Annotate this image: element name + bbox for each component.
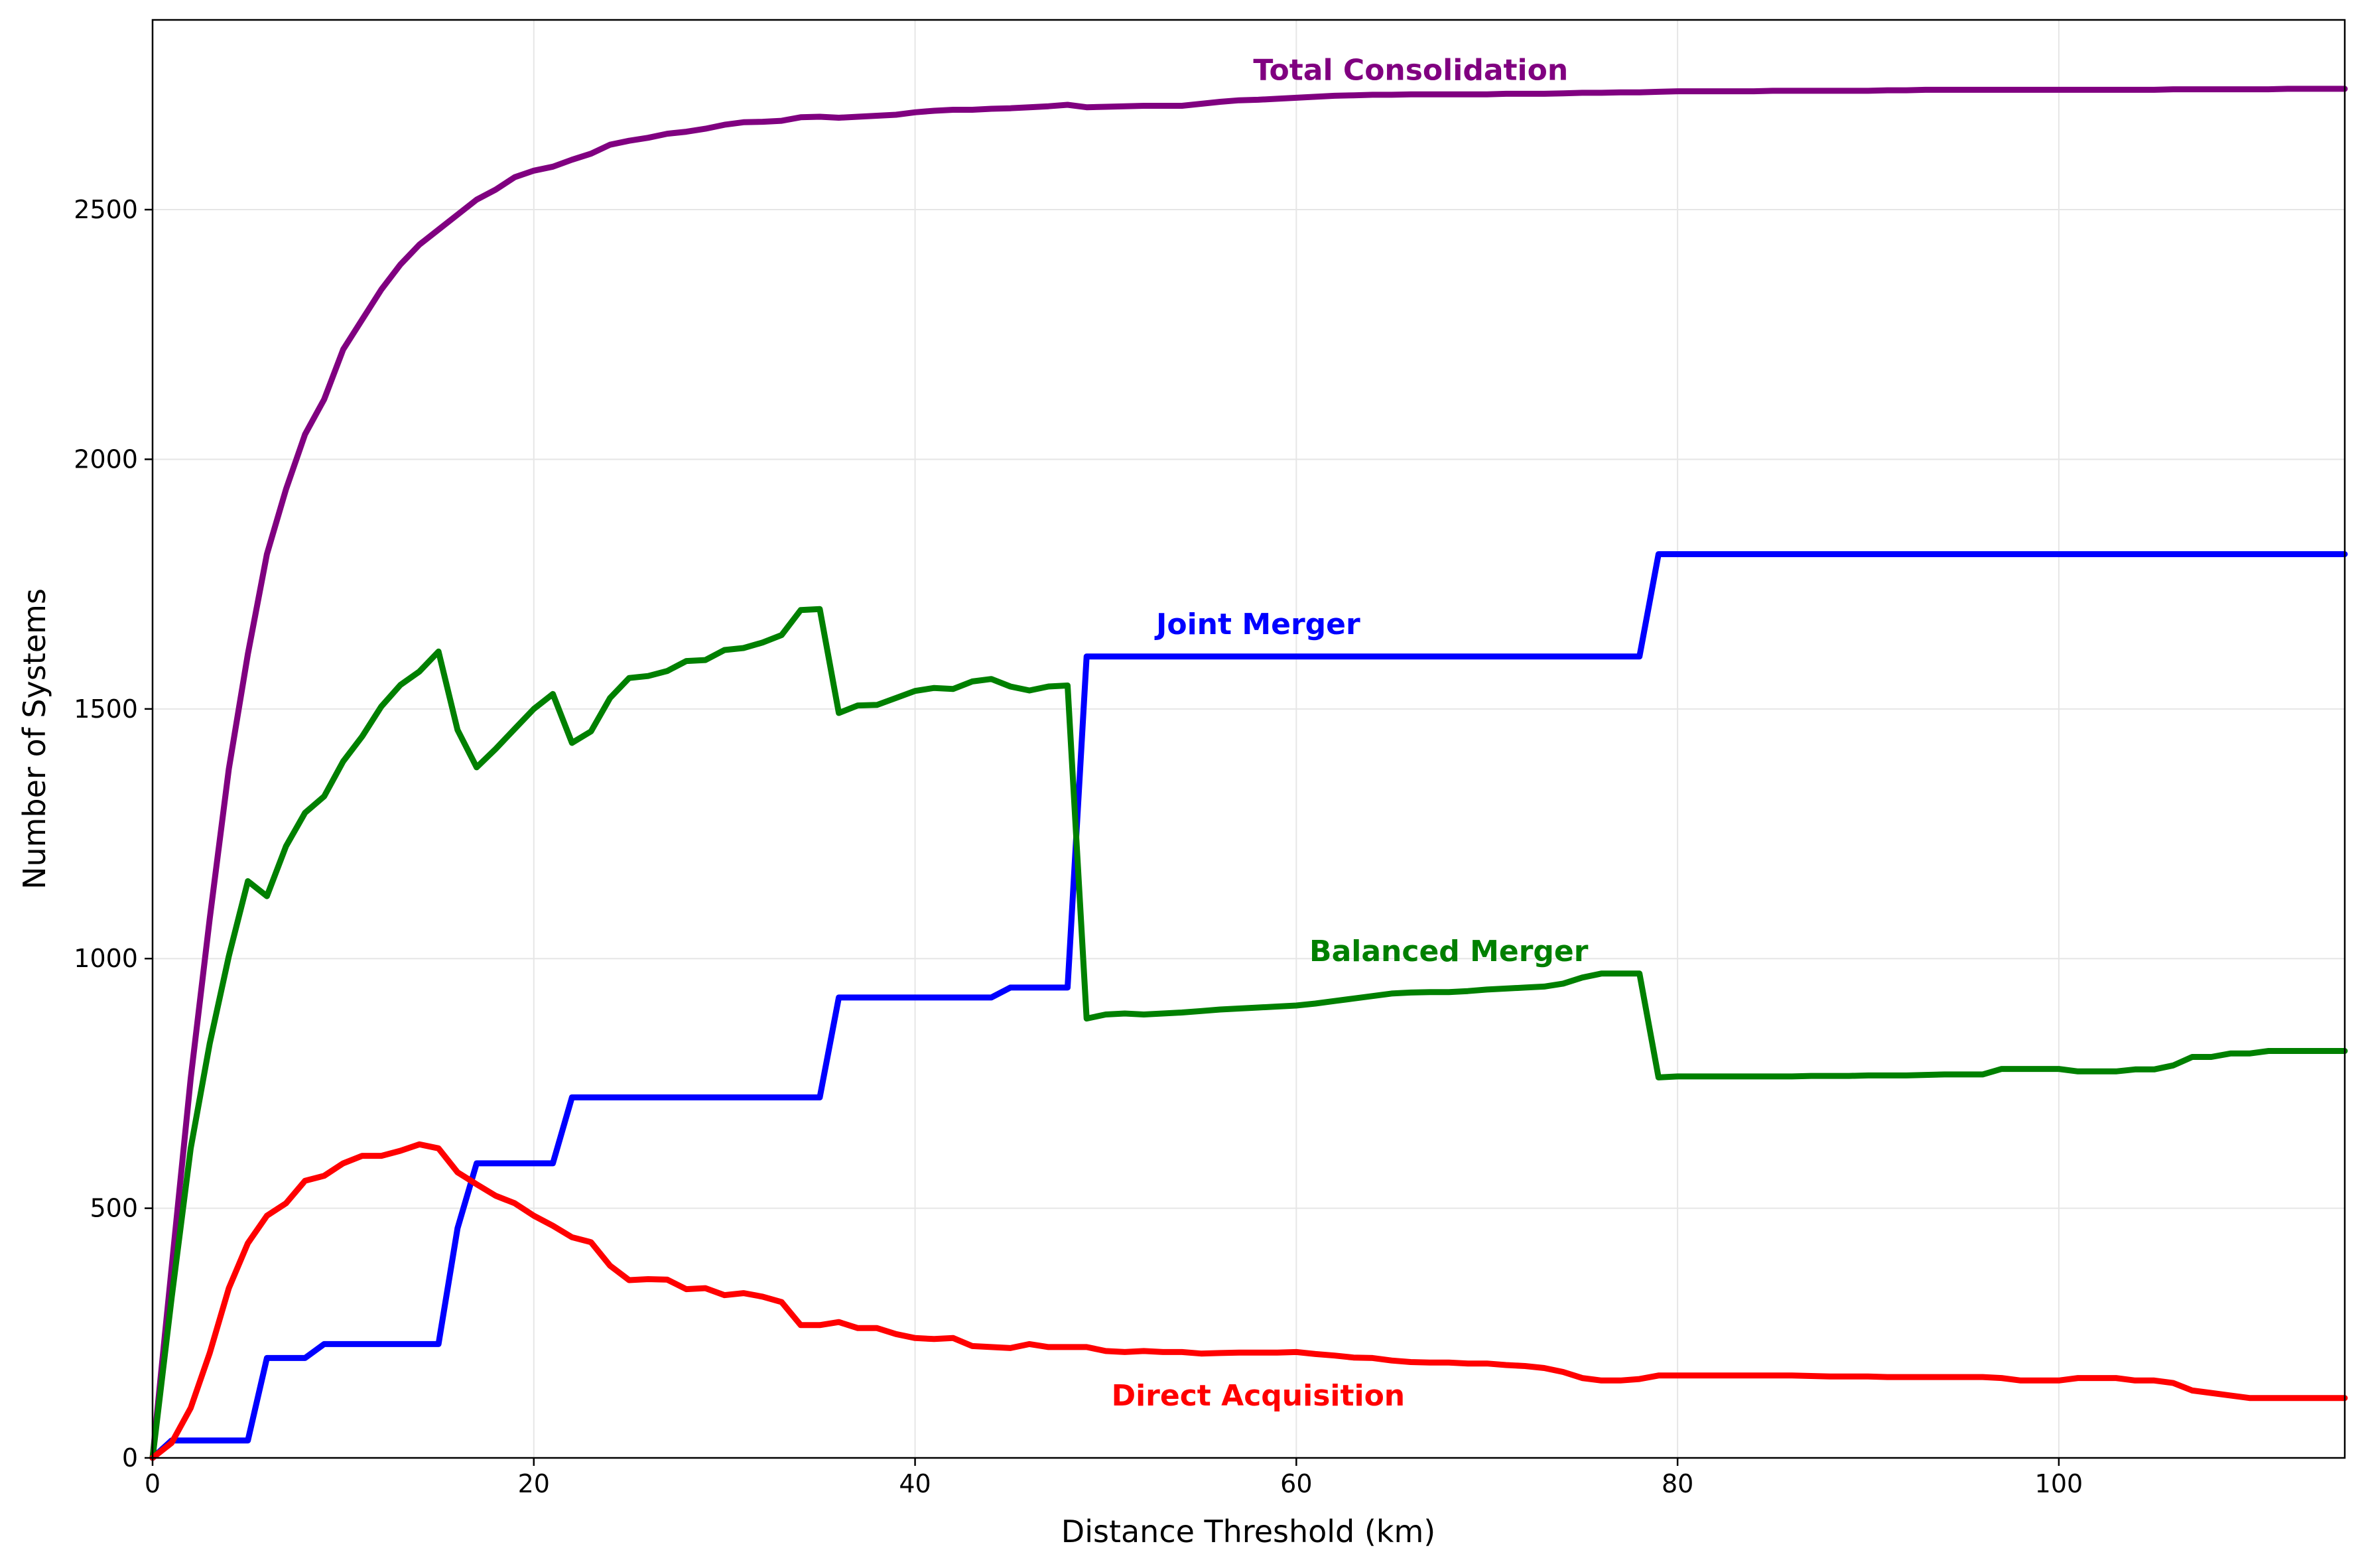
series-label-joint-merger: Joint Merger — [1154, 608, 1360, 641]
x-tick-label: 20 — [518, 1469, 550, 1498]
series-label-balanced-merger: Balanced Merger — [1309, 935, 1589, 968]
series-lines — [149, 86, 2348, 1461]
series-label-total-consolidation: Total Consolidation — [1253, 53, 1568, 87]
x-tick-label: 0 — [145, 1469, 161, 1498]
x-tick-label: 100 — [2035, 1469, 2083, 1498]
y-tick-label: 0 — [122, 1443, 138, 1472]
series-line-total-consolidation — [149, 86, 2348, 1461]
y-tick-label: 2500 — [74, 195, 138, 224]
y-tick-label: 1500 — [74, 694, 138, 724]
series-line-joint-merger — [149, 551, 2348, 1461]
plot-frame — [151, 19, 2346, 1459]
y-tick-label: 500 — [90, 1194, 138, 1223]
x-tick-label: 80 — [1662, 1469, 1693, 1498]
y-tick-label: 2000 — [74, 444, 138, 474]
series-line-direct-acquisition — [149, 1141, 2348, 1461]
y-tick-label: 1000 — [74, 944, 138, 973]
y-axis-title: Number of Systems — [17, 588, 52, 889]
series-line-balanced-merger — [149, 606, 2348, 1461]
series-label-direct-acquisition: Direct Acquisition — [1112, 1379, 1406, 1413]
series-labels: Total Consolidation Joint Merger Balanced … — [1112, 53, 1589, 1413]
x-tick-label: 40 — [899, 1469, 931, 1498]
x-tick-label: 60 — [1280, 1469, 1312, 1498]
x-axis-title: Distance Threshold (km) — [1061, 1514, 1435, 1549]
